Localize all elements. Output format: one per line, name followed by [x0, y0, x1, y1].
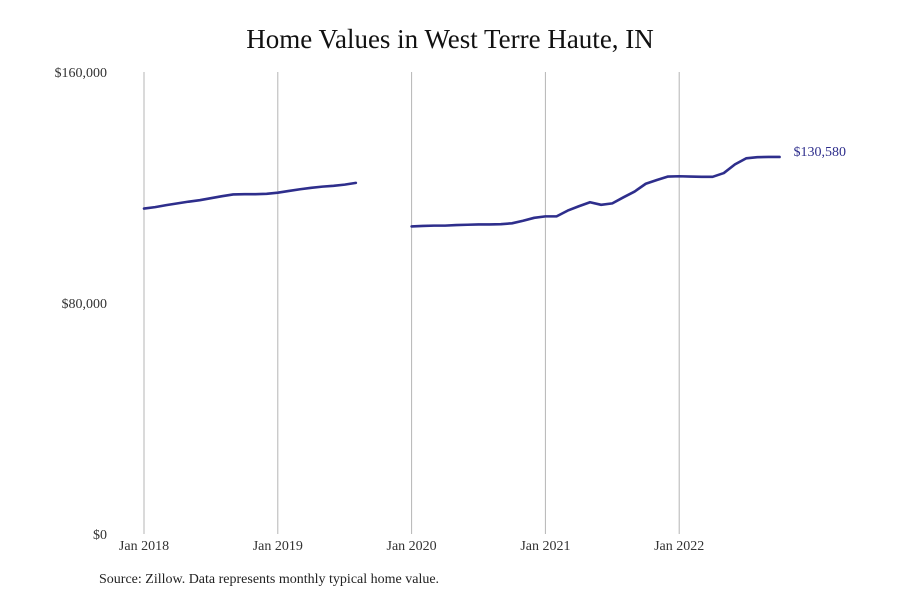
series-line: [410, 155, 781, 228]
x-tick-label: Jan 2022: [654, 539, 704, 554]
end-value-label: $130,580: [794, 145, 847, 160]
x-tick-label: Jan 2020: [387, 539, 437, 554]
x-tick-label: Jan 2019: [253, 539, 303, 554]
chart-title: Home Values in West Terre Haute, IN: [246, 24, 654, 54]
x-tick-label: Jan 2021: [520, 539, 570, 554]
y-tick-label: $160,000: [55, 66, 108, 81]
x-tick-label: Jan 2018: [119, 539, 169, 554]
series-line: [142, 181, 358, 210]
y-tick-label: $80,000: [62, 297, 108, 312]
source-note: Source: Zillow. Data represents monthly …: [99, 572, 440, 587]
y-tick-label: $0: [93, 528, 107, 543]
